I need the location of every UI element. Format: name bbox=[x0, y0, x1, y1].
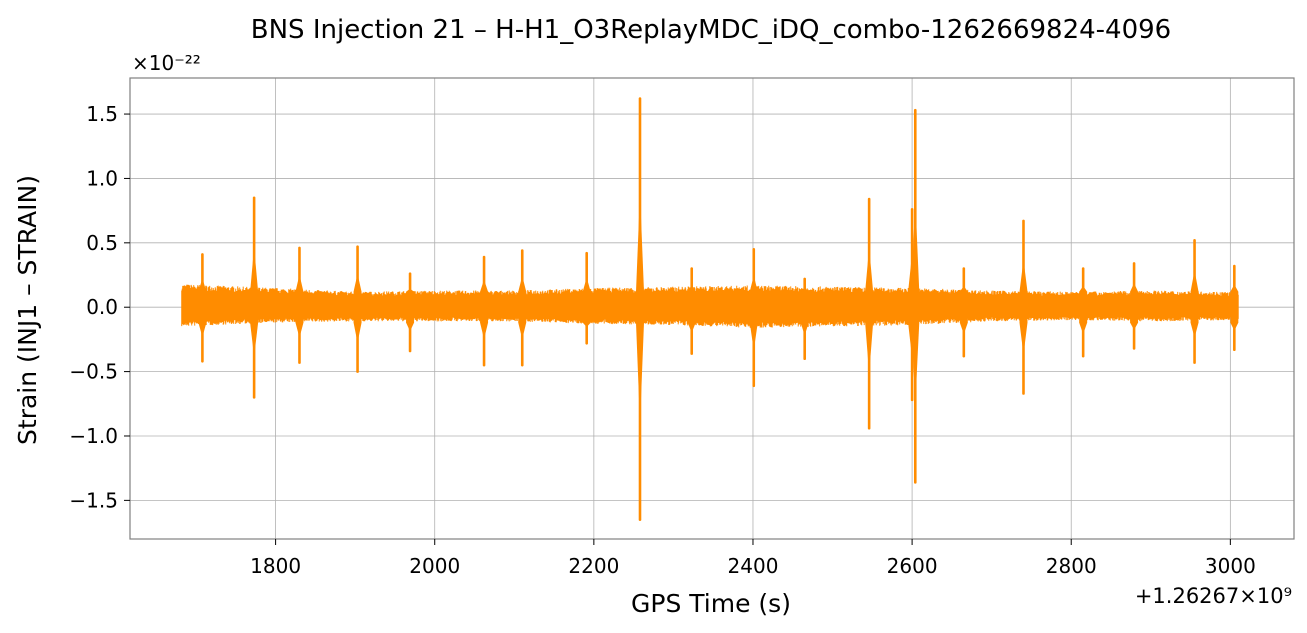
spike bbox=[687, 267, 696, 355]
ticks: 1800 2000 2200 2400 2600 2800 3000 −1.5 −1.0 −0.5… bbox=[69, 102, 1255, 578]
x-tick-label: 2400 bbox=[728, 554, 779, 578]
y-tick-label: −1.0 bbox=[69, 424, 118, 448]
spike bbox=[295, 246, 304, 364]
spike bbox=[1130, 262, 1139, 350]
x-offset-label: +1.26267×10⁹ bbox=[1135, 584, 1292, 608]
spike bbox=[198, 253, 207, 363]
spike bbox=[353, 245, 362, 373]
spike bbox=[800, 277, 809, 361]
y-tick-label: 1.0 bbox=[86, 166, 118, 190]
spike bbox=[959, 267, 968, 358]
spike bbox=[406, 272, 415, 353]
spike bbox=[518, 249, 527, 367]
spike bbox=[865, 197, 874, 430]
y-tick-label: −1.5 bbox=[69, 488, 118, 512]
y-axis-label: Strain (INJ1 – STRAIN) bbox=[13, 175, 42, 445]
x-tick-label: 2800 bbox=[1046, 554, 1097, 578]
x-tick-label: 1800 bbox=[250, 554, 301, 578]
y-scale-label: ×10⁻²² bbox=[132, 51, 201, 75]
plot-frame bbox=[129, 77, 1295, 540]
spike bbox=[582, 251, 591, 345]
spike bbox=[635, 97, 644, 521]
spike bbox=[480, 255, 489, 367]
x-tick-label: 2600 bbox=[887, 554, 938, 578]
y-tick-label: 1.5 bbox=[86, 102, 118, 126]
x-tick-label: 2200 bbox=[568, 554, 619, 578]
spike bbox=[1190, 238, 1199, 364]
spike bbox=[250, 196, 259, 399]
chart-title: BNS Injection 21 – H-H1_O3ReplayMDC_iDQ_… bbox=[251, 15, 1171, 45]
data-layer bbox=[181, 97, 1239, 521]
spike bbox=[1079, 267, 1088, 358]
x-tick-label: 2000 bbox=[409, 554, 460, 578]
spike bbox=[749, 247, 758, 388]
x-axis-label: GPS Time (s) bbox=[631, 589, 791, 618]
spike bbox=[1019, 219, 1028, 395]
spike bbox=[1230, 264, 1239, 352]
x-tick-label: 3000 bbox=[1205, 554, 1256, 578]
y-tick-label: −0.5 bbox=[69, 360, 118, 384]
y-tick-label: 0.5 bbox=[86, 231, 118, 255]
spike bbox=[911, 108, 920, 484]
y-tick-label: 0.0 bbox=[86, 295, 118, 319]
